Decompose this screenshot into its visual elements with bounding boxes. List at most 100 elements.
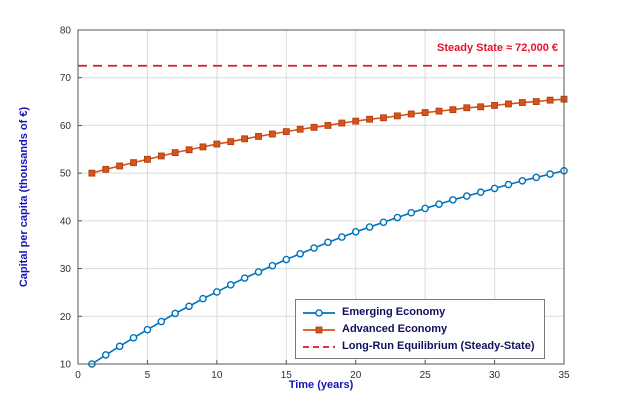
data-point-marker — [227, 138, 235, 146]
data-point-marker — [88, 169, 96, 177]
data-point-marker — [324, 238, 332, 247]
data-point-marker — [157, 152, 165, 160]
data-point-marker — [351, 228, 360, 236]
data-point-marker — [352, 117, 360, 125]
data-point-marker — [504, 180, 513, 189]
data-point-marker — [518, 176, 527, 185]
legend-sample-marker — [315, 326, 323, 334]
x-tick-label: 0 — [75, 370, 81, 381]
data-point-marker — [199, 294, 207, 303]
y-tick-label: 70 — [60, 73, 72, 84]
y-tick-label: 20 — [60, 312, 72, 323]
data-point-marker — [421, 109, 429, 116]
data-point-marker — [338, 119, 346, 127]
data-point-marker — [171, 149, 179, 157]
data-point-marker — [546, 170, 554, 178]
legend-label-emerging-economy: Emerging Economy — [342, 306, 446, 318]
data-point-marker — [310, 123, 318, 131]
data-point-marker — [491, 101, 498, 109]
data-point-marker — [421, 204, 429, 213]
legend-label-long-run-equilibrium: Long-Run Equilibrium (Steady-State) — [342, 340, 535, 352]
x-tick-label: 5 — [145, 370, 151, 381]
data-point-marker — [296, 125, 304, 133]
y-tick-label: 80 — [60, 26, 72, 37]
data-point-marker — [435, 200, 443, 208]
data-point-marker — [532, 173, 541, 182]
data-point-marker — [101, 351, 110, 359]
legend-item-long-run-equilibrium: Long-Run Equilibrium (Steady-State) — [303, 339, 535, 353]
data-point-marker — [268, 130, 276, 138]
data-point-marker — [462, 192, 471, 200]
data-point-marker — [338, 233, 346, 241]
data-point-marker — [407, 208, 416, 217]
plot-border — [77, 29, 565, 365]
data-point-marker — [366, 115, 374, 123]
data-point-marker — [296, 249, 304, 258]
data-point-marker — [102, 165, 110, 173]
data-point-marker — [129, 333, 138, 342]
x-tick-label: 20 — [350, 370, 362, 381]
advanced-economy-line-icon — [303, 323, 335, 335]
y-tick-label: 30 — [60, 264, 72, 275]
data-point-marker — [199, 143, 207, 151]
x-tick-label: 30 — [489, 370, 501, 381]
data-point-marker — [518, 99, 526, 106]
data-point-marker — [490, 184, 499, 193]
data-point-marker — [310, 244, 318, 252]
y-tick-label: 40 — [60, 216, 72, 227]
data-point-marker — [240, 274, 249, 282]
data-point-marker — [171, 309, 179, 318]
data-point-marker — [226, 280, 235, 289]
x-tick-label: 15 — [281, 370, 293, 381]
data-point-marker — [185, 302, 193, 311]
data-point-marker — [254, 268, 263, 276]
emerging-economy-line-icon — [303, 306, 335, 318]
y-tick-label: 60 — [60, 121, 72, 132]
data-point-marker — [532, 98, 540, 105]
data-point-marker — [282, 255, 291, 264]
data-point-marker — [393, 112, 401, 120]
x-axis-label: Time (years) — [288, 379, 354, 391]
data-point-marker — [185, 146, 193, 154]
data-point-marker — [115, 342, 124, 351]
x-tick-label: 35 — [558, 370, 570, 381]
data-point-marker — [268, 261, 277, 270]
x-tick-label: 10 — [211, 370, 223, 381]
data-point-marker — [393, 213, 402, 222]
data-point-marker — [476, 188, 485, 197]
legend-item-advanced-economy: Advanced Economy — [303, 322, 535, 336]
data-point-marker — [130, 159, 137, 167]
data-point-marker — [463, 104, 471, 112]
y-axis-label: Capital per capita (thousands of €) — [18, 106, 30, 288]
data-point-marker — [546, 96, 554, 104]
data-point-marker — [449, 196, 457, 204]
data-point-marker — [380, 114, 387, 122]
x-tick-label: 25 — [420, 370, 432, 381]
legend-label-advanced-economy: Advanced Economy — [342, 323, 448, 335]
data-point-marker — [213, 140, 221, 148]
series-line-1 — [91, 98, 565, 174]
data-point-marker — [282, 128, 290, 136]
data-point-marker — [324, 122, 332, 129]
data-point-marker — [379, 218, 388, 227]
legend-sample-marker — [315, 309, 323, 317]
y-tick-label: 50 — [60, 169, 72, 180]
steady-state-annotation: Steady State ≈ 72,000 € — [437, 42, 558, 54]
data-point-marker — [241, 135, 249, 143]
long-run-equilibrium-line-icon — [303, 340, 335, 352]
data-point-marker — [365, 223, 374, 231]
y-tick-label: 10 — [60, 360, 72, 371]
data-point-marker — [157, 317, 166, 326]
data-point-marker — [144, 155, 151, 163]
data-point-marker — [449, 106, 457, 114]
data-point-marker — [116, 162, 124, 170]
legend: Emerging Economy Advanced Economy Long-R… — [295, 299, 545, 359]
data-point-marker — [255, 133, 262, 140]
data-point-marker — [143, 325, 152, 334]
data-point-marker — [477, 103, 485, 111]
data-point-marker — [505, 100, 512, 108]
data-point-marker — [213, 288, 221, 296]
data-point-marker — [407, 110, 415, 118]
